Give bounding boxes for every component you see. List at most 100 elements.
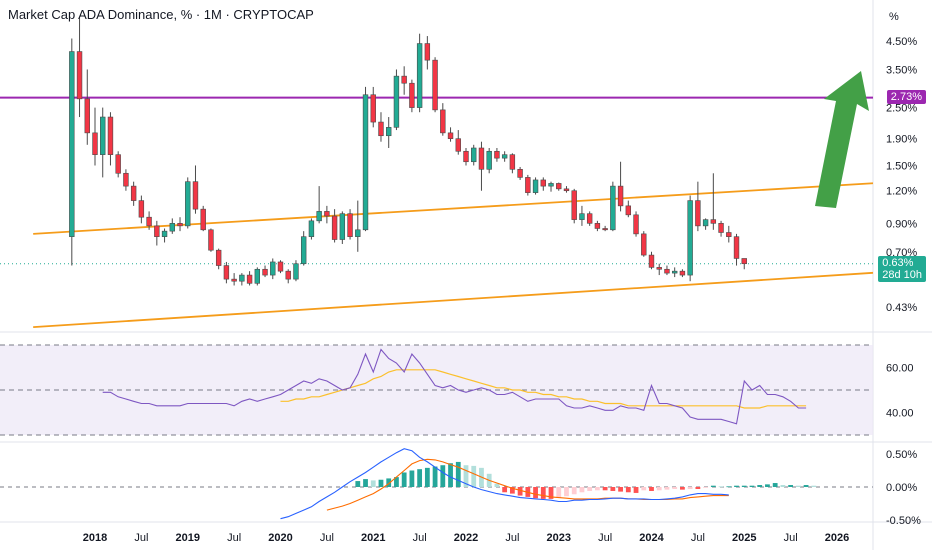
price-axis-unit: % <box>889 11 899 23</box>
candle-body <box>509 154 516 170</box>
macd-signal-line <box>326 458 729 511</box>
macd-axis-tick: 0.00% <box>886 482 917 494</box>
candle-body <box>718 223 724 233</box>
macd-histogram-bar <box>656 487 662 491</box>
candle-body <box>478 147 485 170</box>
macd-histogram-bar <box>594 487 600 491</box>
macd-axis-tick: -0.50% <box>886 515 921 527</box>
price-axis-tick: 3.50% <box>886 64 917 76</box>
candle-body <box>664 268 670 274</box>
candle-body <box>525 177 531 193</box>
macd-histogram-bar <box>641 487 647 491</box>
candle-body <box>331 215 338 240</box>
macd-histogram-bar <box>772 483 778 487</box>
candle-body <box>154 225 160 237</box>
candle-body <box>432 59 438 111</box>
candle-body <box>517 168 523 178</box>
candle-body <box>92 132 98 155</box>
candle-body <box>100 116 106 155</box>
candle-body <box>254 268 261 284</box>
candle-body <box>471 147 477 163</box>
time-axis-label: 2021 <box>361 532 385 544</box>
rsi-line <box>102 348 807 425</box>
macd-histogram-bar <box>672 487 678 489</box>
candle-body <box>231 278 237 282</box>
candle-body <box>239 274 245 282</box>
macd-histogram-bar <box>540 487 546 499</box>
macd-histogram-bar <box>463 465 469 487</box>
macd-histogram-bar <box>370 480 376 487</box>
candle-body <box>177 223 183 227</box>
candle-body <box>455 138 461 152</box>
time-axis-label: 2022 <box>454 532 478 544</box>
candle-body <box>355 229 361 237</box>
candle-body <box>501 154 508 159</box>
macd-histogram-bar <box>502 487 508 493</box>
rsi-ma-line <box>280 369 807 409</box>
macd-histogram-bar <box>625 487 631 493</box>
price-axis-tick: 1.90% <box>886 134 917 146</box>
macd-histogram-bar <box>757 485 763 487</box>
candle-body <box>679 270 686 276</box>
macd-histogram-bar <box>780 485 786 487</box>
time-axis-label: 2023 <box>547 532 571 544</box>
macd-histogram-bar <box>687 487 693 489</box>
trendline <box>33 271 874 329</box>
candle-body <box>161 230 168 237</box>
candle-body <box>192 181 199 210</box>
time-axis-label: Jul <box>784 532 798 544</box>
time-axis-label: Jul <box>320 532 334 544</box>
candle-body <box>308 220 315 237</box>
candle-body <box>494 150 500 159</box>
candle-body <box>69 51 75 237</box>
candle-body <box>246 274 253 284</box>
candle-body <box>579 213 585 220</box>
candle-body <box>741 258 747 265</box>
candle-body <box>656 267 662 270</box>
macd-histogram-bar <box>788 485 794 487</box>
macd-histogram-bar <box>680 487 685 490</box>
candle-body <box>416 43 423 108</box>
candle-body <box>409 82 415 108</box>
candle-body <box>625 205 632 216</box>
candle-body <box>223 265 230 280</box>
candle-body <box>424 43 431 61</box>
price-axis-tick: 1.50% <box>886 160 917 172</box>
time-axis-label: Jul <box>691 532 705 544</box>
macd-histogram-bar <box>765 484 770 487</box>
macd-line <box>280 448 729 520</box>
macd-histogram-bar <box>533 487 538 499</box>
macd-histogram-bar <box>363 479 368 487</box>
chart-title: Market Cap ADA Dominance, % · 1M · CRYPT… <box>8 7 314 22</box>
candle-body <box>285 270 291 280</box>
candle-body <box>671 270 678 274</box>
macd-histogram-bar <box>795 485 801 487</box>
macd-histogram-bar <box>703 487 709 488</box>
macd-histogram-bar <box>548 487 554 499</box>
price-axis-tick: 2.50% <box>886 103 917 115</box>
candle-body <box>548 183 554 187</box>
macd-histogram-bar <box>710 485 716 487</box>
candle-body <box>107 116 114 155</box>
macd-histogram-bar <box>633 487 639 493</box>
macd-histogram-bar <box>386 478 392 487</box>
resistance-price-value: 2.73% <box>890 90 922 103</box>
candle-body <box>316 211 322 222</box>
macd-axis-tick: 0.50% <box>886 449 917 461</box>
time-axis-label: Jul <box>413 532 427 544</box>
candle-body <box>208 229 214 251</box>
candle-body <box>641 233 647 256</box>
macd-histogram-bar <box>471 465 477 487</box>
candle-body <box>270 261 276 276</box>
candle-body <box>726 232 732 237</box>
candle-body <box>648 254 655 268</box>
candle-body <box>84 98 90 134</box>
time-axis-label: 2024 <box>639 532 664 544</box>
macd-histogram-bar <box>718 486 724 488</box>
candle-body <box>602 228 608 231</box>
macd-histogram-bar <box>556 487 562 498</box>
candle-body <box>200 208 206 231</box>
candle-body <box>463 150 469 163</box>
candle-body <box>702 219 709 227</box>
